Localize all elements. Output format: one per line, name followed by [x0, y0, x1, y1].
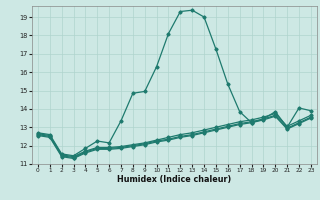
X-axis label: Humidex (Indice chaleur): Humidex (Indice chaleur)	[117, 175, 232, 184]
